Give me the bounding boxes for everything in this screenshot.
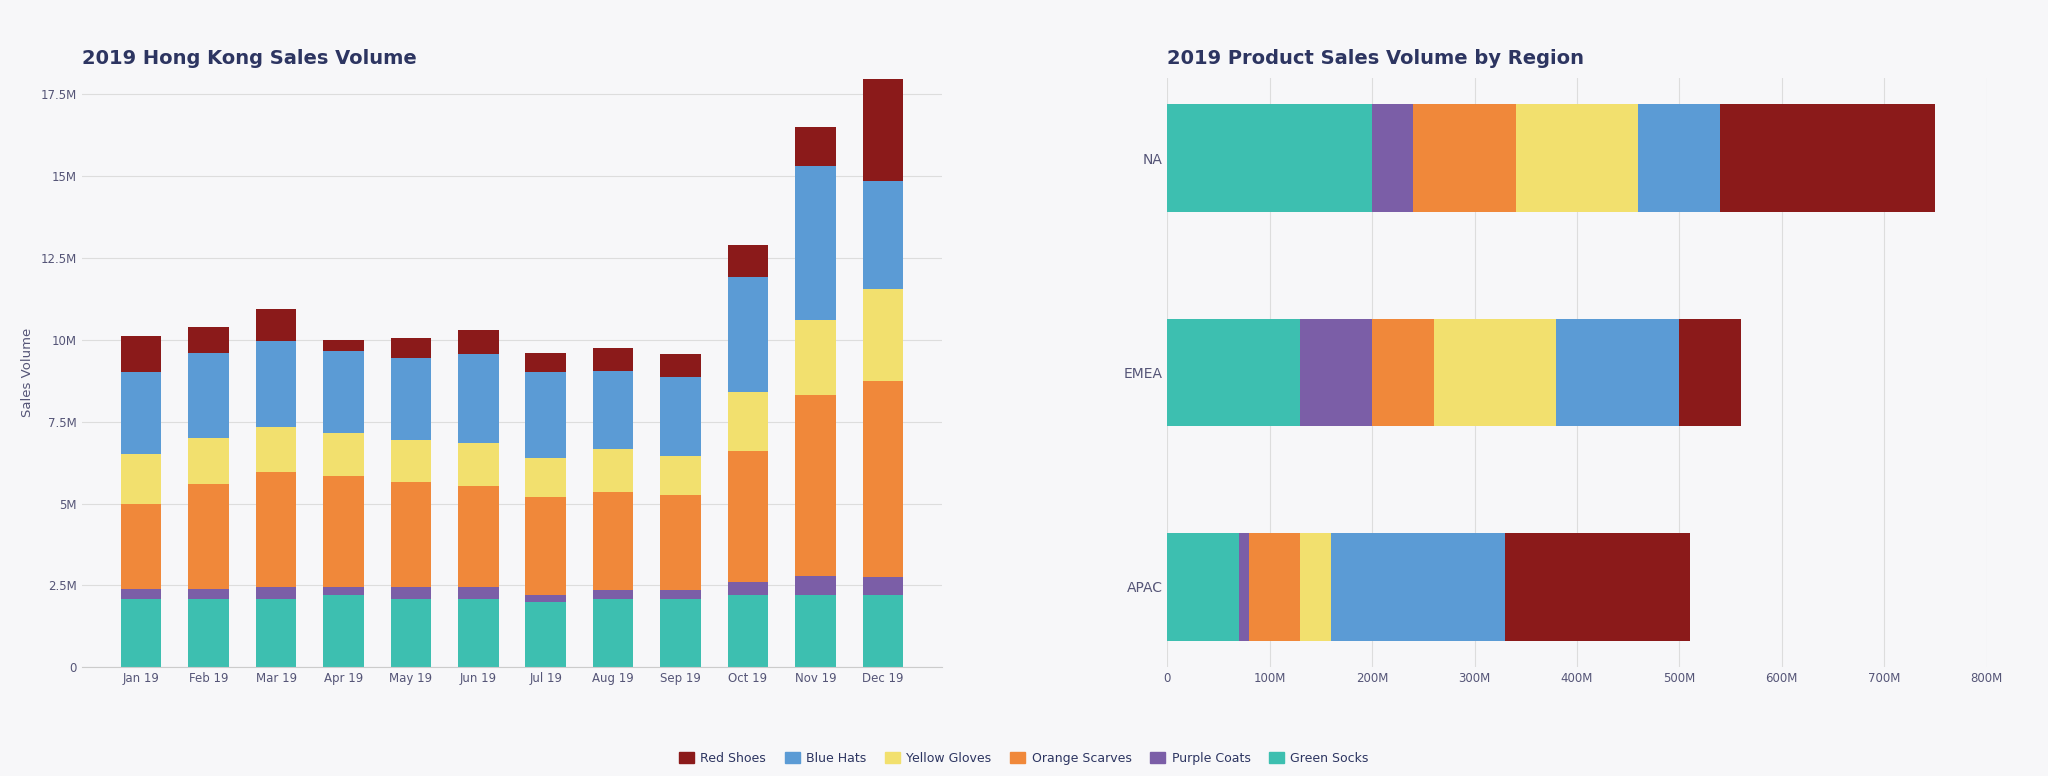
Bar: [391, 482, 432, 587]
Bar: [659, 591, 700, 598]
Bar: [459, 598, 498, 667]
Bar: [391, 587, 432, 598]
Bar: [324, 587, 365, 595]
Bar: [324, 433, 365, 476]
Bar: [256, 427, 297, 473]
Bar: [1516, 105, 1638, 212]
Bar: [795, 576, 836, 595]
Bar: [324, 340, 365, 352]
Bar: [459, 355, 498, 443]
Bar: [188, 484, 229, 589]
Bar: [526, 372, 565, 458]
Bar: [1167, 105, 1372, 212]
Bar: [1300, 533, 1331, 640]
Bar: [188, 353, 229, 438]
Bar: [526, 458, 565, 497]
Bar: [727, 392, 768, 451]
Bar: [1331, 533, 1505, 640]
Bar: [324, 352, 365, 433]
Bar: [862, 181, 903, 289]
Bar: [256, 309, 297, 341]
Bar: [188, 589, 229, 598]
Bar: [188, 438, 229, 484]
Bar: [592, 591, 633, 598]
Bar: [1434, 319, 1556, 426]
Bar: [795, 320, 836, 396]
Bar: [391, 440, 432, 482]
Bar: [592, 598, 633, 667]
Bar: [188, 598, 229, 667]
Text: 2019 Product Sales Volume by Region: 2019 Product Sales Volume by Region: [1167, 49, 1585, 68]
Bar: [526, 602, 565, 667]
Y-axis label: Sales Volume: Sales Volume: [20, 327, 35, 417]
Bar: [1413, 105, 1516, 212]
Bar: [188, 327, 229, 353]
Bar: [1239, 533, 1249, 640]
Bar: [795, 126, 836, 166]
Bar: [121, 337, 162, 372]
Bar: [659, 598, 700, 667]
Bar: [121, 372, 162, 455]
Bar: [862, 79, 903, 181]
Bar: [727, 595, 768, 667]
Bar: [324, 595, 365, 667]
Bar: [659, 377, 700, 456]
Bar: [121, 455, 162, 504]
Bar: [592, 449, 633, 492]
Bar: [1505, 533, 1690, 640]
Bar: [1679, 319, 1741, 426]
Bar: [459, 330, 498, 355]
Bar: [727, 278, 768, 392]
Bar: [862, 595, 903, 667]
Bar: [1167, 319, 1300, 426]
Bar: [391, 598, 432, 667]
Bar: [592, 492, 633, 591]
Bar: [526, 595, 565, 602]
Bar: [727, 582, 768, 595]
Bar: [1372, 105, 1413, 212]
Bar: [256, 341, 297, 427]
Bar: [391, 358, 432, 440]
Bar: [391, 338, 432, 358]
Bar: [592, 348, 633, 371]
Bar: [659, 495, 700, 591]
Bar: [1638, 105, 1720, 212]
Bar: [459, 443, 498, 486]
Bar: [727, 244, 768, 278]
Bar: [659, 456, 700, 495]
Bar: [256, 587, 297, 598]
Bar: [862, 381, 903, 577]
Bar: [121, 589, 162, 598]
Bar: [526, 353, 565, 372]
Bar: [1300, 319, 1372, 426]
Bar: [459, 486, 498, 587]
Bar: [1249, 533, 1300, 640]
Bar: [659, 355, 700, 377]
Bar: [1720, 105, 1935, 212]
Bar: [592, 371, 633, 449]
Bar: [1372, 319, 1434, 426]
Bar: [795, 595, 836, 667]
Bar: [324, 476, 365, 587]
Bar: [862, 289, 903, 381]
Bar: [795, 396, 836, 576]
Bar: [121, 504, 162, 589]
Bar: [459, 587, 498, 598]
Bar: [1167, 533, 1239, 640]
Legend: Red Shoes, Blue Hats, Yellow Gloves, Orange Scarves, Purple Coats, Green Socks: Red Shoes, Blue Hats, Yellow Gloves, Ora…: [674, 747, 1374, 770]
Bar: [256, 473, 297, 587]
Text: 2019 Hong Kong Sales Volume: 2019 Hong Kong Sales Volume: [82, 49, 416, 68]
Bar: [121, 598, 162, 667]
Bar: [1556, 319, 1679, 426]
Bar: [526, 497, 565, 595]
Bar: [862, 577, 903, 595]
Bar: [727, 451, 768, 582]
Bar: [795, 166, 836, 320]
Bar: [256, 598, 297, 667]
